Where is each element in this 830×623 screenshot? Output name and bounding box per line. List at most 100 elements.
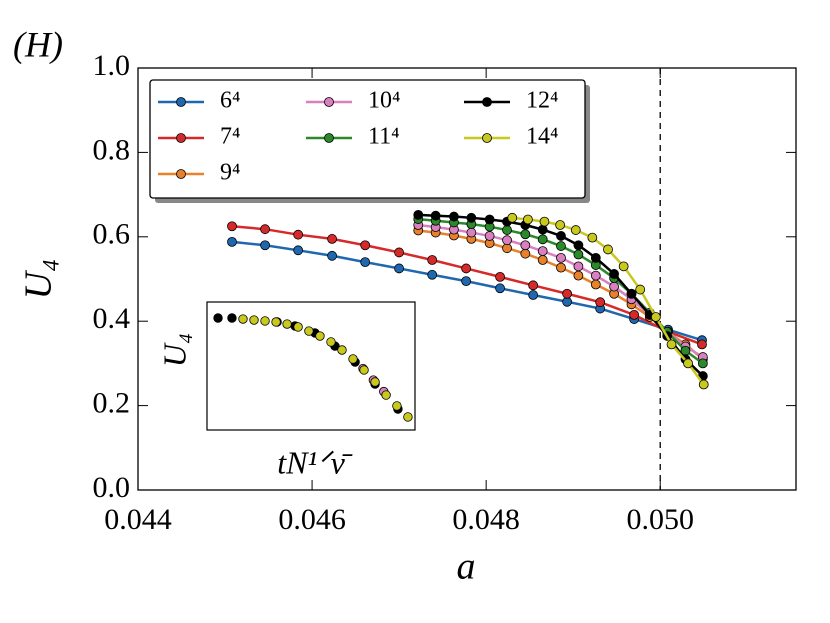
data-point xyxy=(590,279,601,290)
data-point xyxy=(360,257,371,268)
data-point xyxy=(461,276,472,287)
data-point xyxy=(495,271,505,282)
data-point xyxy=(370,377,380,387)
x-tick-label: 0.048 xyxy=(452,503,520,536)
data-point xyxy=(520,229,531,240)
data-point xyxy=(697,358,708,369)
data-point xyxy=(555,220,566,230)
legend xyxy=(149,79,586,199)
data-point xyxy=(227,236,237,247)
x-axis-label: a xyxy=(457,546,476,588)
data-point xyxy=(449,211,459,222)
data-point xyxy=(337,345,347,355)
legend-marker xyxy=(176,97,186,107)
y-tick-label: 0.8 xyxy=(93,133,131,166)
data-point xyxy=(573,249,584,260)
data-point xyxy=(626,288,637,299)
data-point xyxy=(520,248,531,259)
legend-marker xyxy=(324,133,334,143)
y-tick-label: 1.0 xyxy=(93,49,131,82)
data-point xyxy=(587,232,598,243)
legend-label: 7⁴ xyxy=(220,124,240,150)
x-tick-label: 0.044 xyxy=(104,503,172,536)
data-point xyxy=(520,240,531,251)
data-point xyxy=(326,337,336,347)
data-point xyxy=(573,270,584,281)
data-point xyxy=(609,269,619,279)
data-point xyxy=(595,297,606,308)
data-point xyxy=(697,339,707,350)
legend-label: 10⁴ xyxy=(368,88,400,114)
data-point xyxy=(315,331,325,341)
legend-label: 11⁴ xyxy=(368,124,399,150)
data-point xyxy=(238,314,248,324)
data-point xyxy=(282,319,292,329)
data-point xyxy=(539,216,550,227)
data-point xyxy=(609,281,619,292)
data-point xyxy=(502,235,512,246)
data-point xyxy=(249,315,259,325)
legend-marker xyxy=(482,133,492,143)
data-point xyxy=(394,247,405,258)
data-point xyxy=(650,312,661,322)
data-point xyxy=(271,317,281,327)
data-point xyxy=(537,246,548,257)
legend-marker xyxy=(176,133,186,143)
data-point xyxy=(413,209,424,220)
data-point xyxy=(683,358,693,369)
data-point xyxy=(260,240,270,251)
x-tick-label: 0.046 xyxy=(278,503,346,536)
data-point xyxy=(590,252,601,263)
data-point xyxy=(461,263,472,274)
data-point xyxy=(528,280,539,291)
y-tick-label: 0.2 xyxy=(93,386,131,419)
data-point xyxy=(327,234,337,244)
data-point xyxy=(666,339,677,350)
chart-title: (H) xyxy=(13,24,63,64)
data-point xyxy=(227,313,237,323)
data-point xyxy=(381,390,391,400)
legend-label: 6⁴ xyxy=(220,88,240,114)
data-point xyxy=(537,255,548,265)
data-point xyxy=(562,288,572,299)
data-point xyxy=(260,224,270,235)
legend-marker xyxy=(482,97,492,107)
data-point xyxy=(629,309,640,320)
data-point xyxy=(466,212,477,223)
data-point xyxy=(427,269,438,280)
data-point xyxy=(484,231,495,241)
data-point xyxy=(590,270,601,281)
data-point xyxy=(537,224,548,235)
inset-y-label: U₄ xyxy=(156,333,192,367)
data-point xyxy=(293,229,304,240)
legend-label: 12⁴ xyxy=(526,88,558,114)
plot-frame xyxy=(137,67,797,491)
data-point xyxy=(427,255,438,265)
data-point xyxy=(348,354,358,364)
data-point xyxy=(359,365,369,375)
legend-marker xyxy=(176,169,186,179)
y-axis-label: U₄ xyxy=(18,259,60,300)
data-point xyxy=(573,240,584,251)
data-point xyxy=(304,326,314,336)
data-point xyxy=(556,231,566,241)
data-point xyxy=(360,240,371,251)
data-point xyxy=(392,401,402,411)
legend-label: 9⁴ xyxy=(220,160,240,186)
data-point xyxy=(430,210,441,221)
data-point xyxy=(227,221,237,232)
y-tick-label: 0.0 xyxy=(93,471,131,504)
data-point xyxy=(507,212,518,223)
data-point xyxy=(293,322,303,332)
inset-frame xyxy=(206,301,416,431)
inset-area xyxy=(207,302,415,430)
legend-marker xyxy=(324,97,334,107)
inset-x-label: tN¹ᐟν̄ xyxy=(277,444,353,480)
x-tick-label: 0.050 xyxy=(626,503,694,536)
data-point xyxy=(556,241,566,251)
data-point xyxy=(570,225,581,235)
data-point xyxy=(635,284,646,295)
data-point xyxy=(484,214,495,225)
data-point xyxy=(502,225,512,235)
